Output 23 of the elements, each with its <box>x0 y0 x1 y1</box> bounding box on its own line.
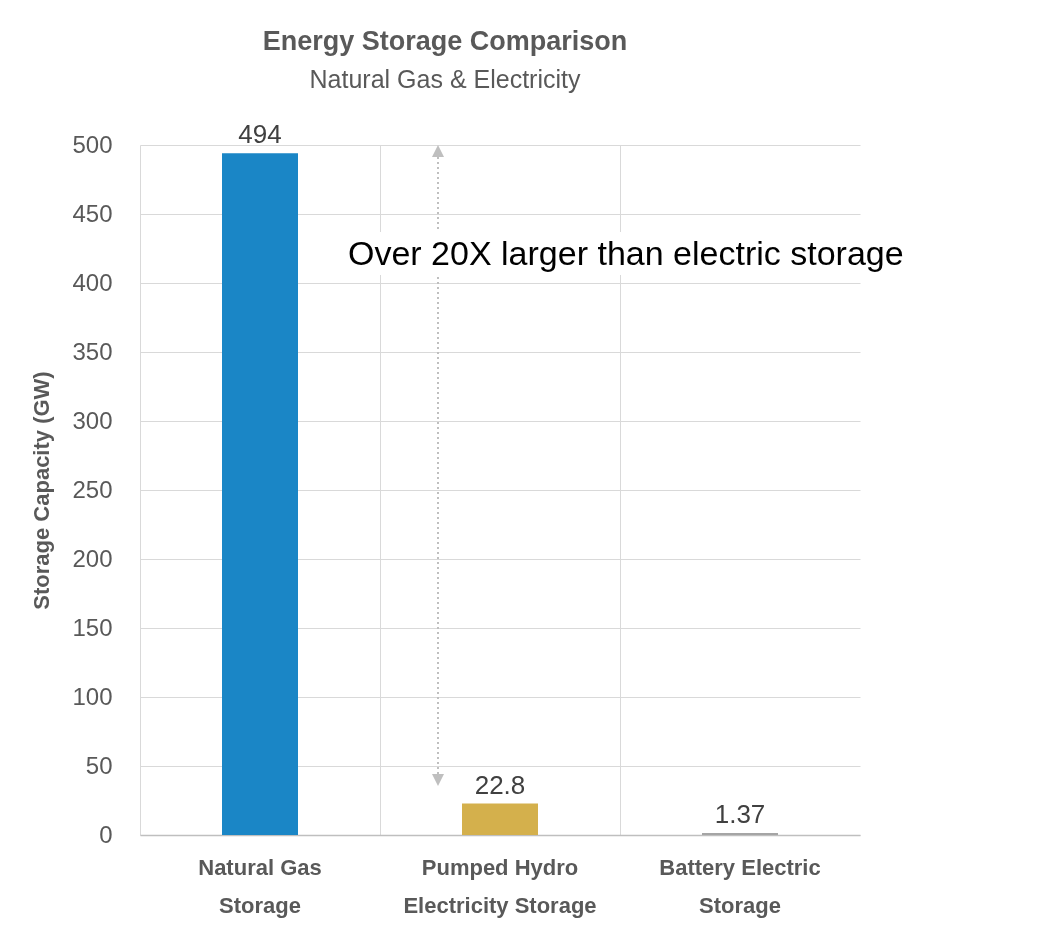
y-tick-label: 400 <box>72 268 113 296</box>
data-label: 22.8 <box>474 769 526 800</box>
y-tick-label: 50 <box>85 751 113 779</box>
x-tick-label: Natural Gas Storage <box>198 854 322 918</box>
y-tick-label: 500 <box>72 130 113 158</box>
y-tick-label: 350 <box>72 337 113 365</box>
x-tick-label: Pumped Hydro Electricity Storage <box>403 854 597 918</box>
x-tick-label: Battery Electric Storage <box>659 854 821 918</box>
chart-subtitle: Natural Gas & Electricity <box>309 65 581 94</box>
y-tick-label: 200 <box>72 544 113 572</box>
annotation: Over 20X larger than electric storage <box>340 232 912 275</box>
data-label: 1.37 <box>714 799 766 830</box>
y-tick-label: 0 <box>99 820 113 848</box>
bar <box>462 803 538 835</box>
y-tick-label: 300 <box>72 406 113 434</box>
y-tick-label: 150 <box>72 613 113 641</box>
data-label: 494 <box>238 119 282 150</box>
chart-title: Energy Storage Comparison <box>262 26 628 57</box>
y-tick-label: 100 <box>72 682 113 710</box>
bar <box>222 153 298 835</box>
y-tick-label: 250 <box>72 475 113 503</box>
y-tick-label: 450 <box>72 199 113 227</box>
y-axis-title: Storage Capacity (GW) <box>29 371 55 610</box>
